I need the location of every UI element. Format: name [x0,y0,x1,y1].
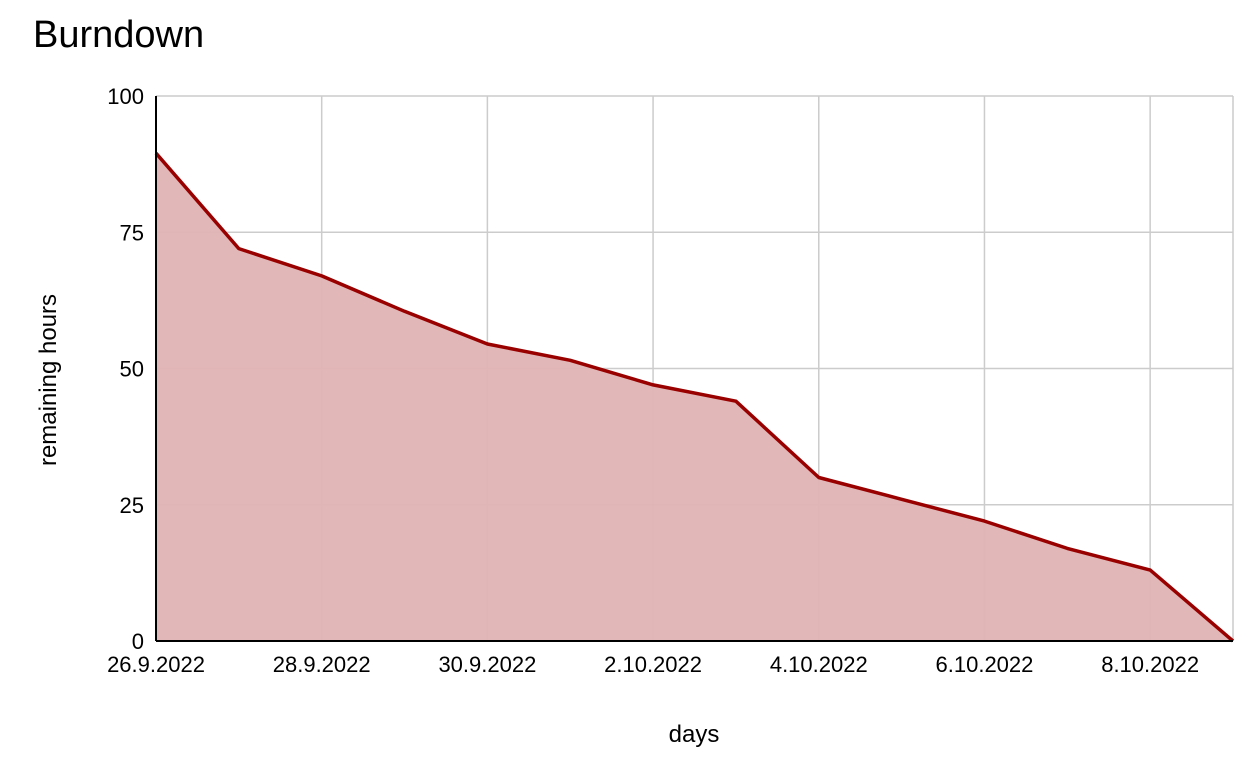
series-line [154,152,1235,643]
x-tick-label: 6.10.2022 [936,652,1034,677]
series-area-fill [156,153,1233,641]
y-tick-label: 25 [120,493,144,518]
x-tick-label: 2.10.2022 [604,652,702,677]
x-tick-label: 26.9.2022 [107,652,205,677]
x-tick-label: 4.10.2022 [770,652,868,677]
y-tick-label: 75 [120,220,144,245]
grid-lines [156,95,1234,641]
axes [155,96,1233,642]
y-axis-label: remaining hours [35,294,62,466]
y-tick-label: 50 [120,357,144,382]
y-tick-label: 100 [107,84,144,109]
area-layer [154,152,1235,643]
tick-labels: 0 25 50 75 100 26.9.2022 28.9.2022 30.9.2022 2.1… [107,84,1199,677]
x-tick-label: 28.9.2022 [273,652,371,677]
x-axis-label: days [669,721,720,748]
x-tick-label: 8.10.2022 [1101,652,1199,677]
x-tick-label: 30.9.2022 [438,652,536,677]
chart-title: Burndown [33,14,205,56]
y-tick-label: 0 [132,629,144,654]
